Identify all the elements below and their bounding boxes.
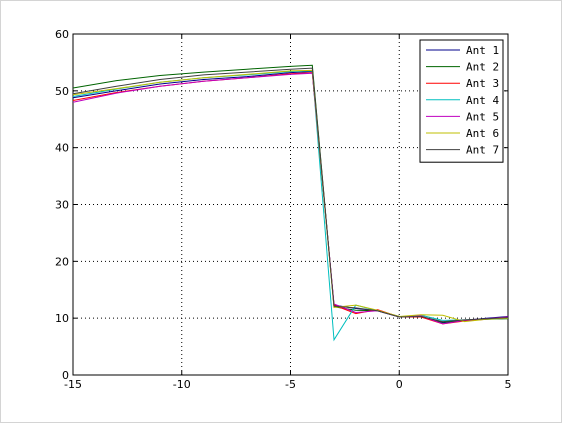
y-tick-label: 60: [55, 28, 69, 41]
legend-label: Ant 4: [466, 94, 499, 107]
legend: Ant 1 Ant 2 Ant 3 Ant 4 Ant 5 Ant 6 Ant 7: [419, 39, 504, 163]
series-line-ant-7: [72, 67, 509, 323]
x-tick-label: 5: [505, 378, 512, 391]
y-tick-label: 40: [55, 142, 69, 155]
series-line-ant-5: [72, 72, 509, 325]
legend-label: Ant 2: [466, 61, 499, 74]
legend-label: Ant 3: [466, 77, 499, 90]
legend-label: Ant 7: [466, 144, 499, 157]
legend-label: Ant 5: [466, 110, 499, 123]
legend-box: [419, 39, 504, 163]
grid: [73, 34, 508, 375]
y-tick-label: 30: [55, 199, 69, 212]
y-tick-label: 50: [55, 85, 69, 98]
x-tick-label: -15: [64, 378, 82, 391]
y-tick-label: 0: [62, 369, 69, 382]
x-tick-label: -5: [285, 378, 296, 391]
y-tick-label: 20: [55, 255, 69, 268]
series-line-ant-6: [72, 69, 509, 323]
x-tick-label: 0: [396, 378, 403, 391]
series-lines: [72, 64, 509, 342]
legend-label: Ant 6: [466, 127, 499, 140]
y-tick-label: 10: [55, 312, 69, 325]
x-tick-label: -10: [173, 378, 191, 391]
legend-label: Ant 1: [466, 44, 499, 57]
